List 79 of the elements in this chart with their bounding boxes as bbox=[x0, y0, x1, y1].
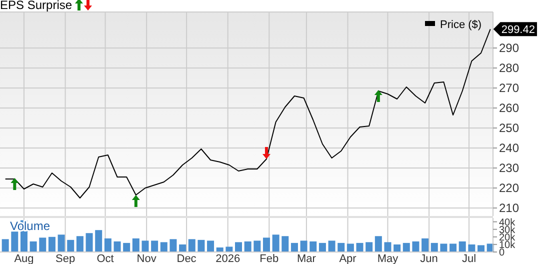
x-tick-label: Feb bbox=[260, 253, 279, 264]
x-tick-label: Oct bbox=[96, 253, 114, 264]
bar bbox=[76, 236, 84, 252]
bar bbox=[300, 240, 308, 252]
bar bbox=[132, 238, 140, 252]
annotation: 299.42 bbox=[501, 24, 535, 36]
bar bbox=[430, 242, 438, 252]
y-tick-label: 270 bbox=[499, 81, 520, 96]
bar bbox=[11, 232, 18, 252]
x-tick-label: Nov bbox=[136, 253, 157, 264]
bar bbox=[402, 242, 410, 252]
legend-label: Price ($) bbox=[440, 18, 482, 31]
x-tick-label: May bbox=[377, 253, 399, 264]
x-tick-label: Dec bbox=[176, 253, 197, 264]
bar bbox=[104, 238, 112, 252]
bar bbox=[346, 244, 354, 252]
y-tick-label: 0 bbox=[499, 248, 505, 258]
bar bbox=[39, 238, 46, 252]
bar bbox=[374, 236, 382, 252]
chart-title: EPS Surprise bbox=[0, 0, 72, 12]
bar bbox=[450, 244, 457, 252]
y-tick-label: 260 bbox=[499, 101, 520, 116]
bar bbox=[188, 239, 196, 252]
bar bbox=[290, 242, 298, 252]
point bbox=[262, 147, 270, 159]
point bbox=[374, 90, 382, 102]
bar bbox=[254, 240, 261, 252]
bar bbox=[338, 242, 345, 252]
x-tick-label: Jul bbox=[462, 253, 476, 264]
y-tick-label: 210 bbox=[499, 201, 520, 216]
bar bbox=[282, 236, 289, 252]
bar bbox=[67, 240, 74, 252]
bar bbox=[310, 241, 317, 252]
bar bbox=[151, 240, 158, 252]
x-tick-label: Jun bbox=[420, 253, 438, 264]
x-tick-label: Sep bbox=[56, 253, 76, 264]
x-tick-label: Mar bbox=[296, 253, 316, 264]
bar bbox=[478, 245, 485, 252]
bar bbox=[170, 239, 177, 252]
bar bbox=[198, 240, 205, 252]
point bbox=[132, 195, 140, 207]
bar bbox=[86, 233, 93, 252]
bar bbox=[272, 234, 280, 252]
bar bbox=[412, 241, 420, 252]
bar bbox=[160, 242, 168, 252]
bar bbox=[142, 240, 149, 252]
bar bbox=[58, 234, 65, 252]
bar bbox=[207, 240, 214, 252]
bar bbox=[30, 241, 37, 252]
bar bbox=[123, 242, 130, 252]
bar bbox=[114, 241, 121, 252]
y-tick-label: 250 bbox=[499, 121, 520, 136]
bar bbox=[226, 246, 233, 252]
y-tick-label: 220 bbox=[499, 181, 520, 196]
bar bbox=[95, 230, 102, 252]
x-tick-label: Apr bbox=[339, 253, 357, 264]
bar bbox=[422, 238, 429, 252]
bar bbox=[366, 242, 373, 252]
bar bbox=[318, 242, 326, 252]
bar bbox=[235, 242, 242, 252]
bar bbox=[440, 244, 448, 252]
bar bbox=[356, 242, 364, 252]
bar bbox=[179, 244, 186, 252]
point bbox=[10, 178, 19, 190]
bar bbox=[328, 240, 336, 252]
bar bbox=[244, 241, 252, 252]
bar bbox=[468, 244, 476, 252]
x-tick-label: Aug bbox=[14, 253, 34, 264]
bar bbox=[262, 238, 270, 252]
bar bbox=[2, 239, 9, 252]
bar bbox=[384, 242, 392, 252]
x-tick-label: 2026 bbox=[216, 253, 240, 264]
y-tick-label: 240 bbox=[499, 141, 520, 156]
bar bbox=[48, 236, 56, 252]
bar bbox=[458, 241, 466, 252]
y-tick-label: 290 bbox=[499, 41, 520, 56]
bar bbox=[394, 244, 401, 252]
y-tick-label: 230 bbox=[499, 161, 520, 176]
y-tick-label: 280 bbox=[499, 61, 520, 76]
